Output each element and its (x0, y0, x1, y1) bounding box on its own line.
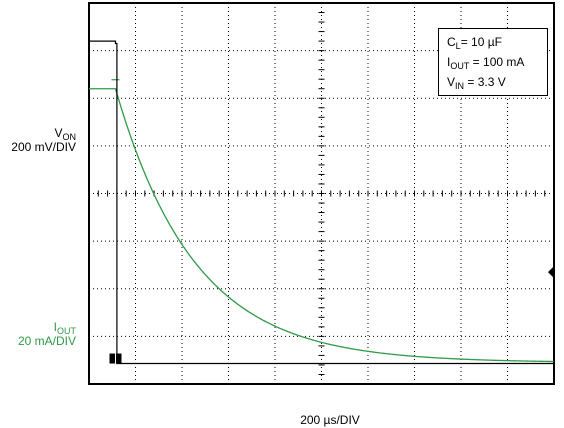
von-trace (89, 40, 554, 365)
iout-label-sub: OUT (57, 326, 76, 336)
legend-vin-sub: IN (455, 81, 465, 91)
legend-row-iout: IOUT = 100 mA (447, 52, 547, 72)
ground-marker-icon (548, 267, 553, 278)
legend-iout-sub: OUT (450, 61, 470, 71)
legend-iout-main: I (447, 55, 451, 69)
legend-cl-sub: L (455, 41, 461, 51)
legend-row-cl: CL= 10 µF (447, 32, 547, 52)
von-label-main: V (54, 126, 63, 140)
legend-row-vin: VIN = 3.3 V (447, 72, 547, 92)
von-axis-label: VON 200 mV/DIV (11, 126, 76, 154)
von-label-sub: ON (62, 132, 77, 142)
iout-label-main: I (53, 320, 57, 334)
legend-vin-value: = 3.3 V (464, 75, 506, 89)
legend-box: CL= 10 µF IOUT = 100 mA VIN = 3.3 V (438, 28, 548, 96)
iout-trace (89, 88, 554, 363)
iout-axis-label: IOUT 20 mA/DIV (18, 320, 76, 348)
von-scale: 200 mV/DIV (11, 140, 76, 154)
x-axis-label: 200 µs/DIV (300, 413, 360, 427)
plot-frame (88, 2, 555, 385)
legend-cl-value: = 10 µF (460, 35, 502, 49)
legend-iout-value: = 100 mA (469, 55, 525, 69)
iout-scale: 20 mA/DIV (17, 334, 76, 348)
legend-vin-main: V (447, 75, 456, 89)
legend-cl-main: C (447, 35, 456, 49)
